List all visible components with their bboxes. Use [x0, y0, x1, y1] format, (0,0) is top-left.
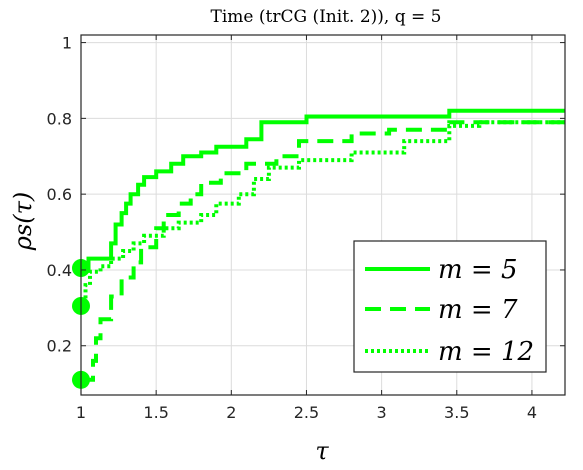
x-tick-label: 2.5 [294, 403, 319, 422]
plot-area-frame [80, 34, 566, 396]
axis-ticks: 1 1.5 2 2.5 3 3.5 4 0.2 0.4 0.6 0.8 1 [47, 34, 565, 422]
chart-title: Time (trCG (Init. 2)), q = 5 [211, 7, 442, 27]
y-tick-label: 1 [62, 34, 72, 53]
series-line-1 [81, 108, 565, 271]
y-tick-label: 0.6 [47, 185, 72, 204]
x-axis-label: τ [315, 437, 329, 465]
grid [80, 35, 565, 395]
legend-label-1: m = 5 [438, 255, 518, 285]
legend: m = 5 m = 7 m = 12 [353, 240, 547, 373]
y-tick-label: 0.4 [47, 261, 72, 280]
y-tick-label: 0.8 [47, 109, 72, 128]
y-axis-label: ρs(τ) [9, 192, 37, 251]
x-tick-label: 3.5 [444, 403, 469, 422]
series-lines [81, 108, 565, 382]
y-tick-label: 0.2 [47, 337, 72, 356]
legend-label-2: m = 7 [438, 295, 518, 325]
legend-label-3: m = 12 [438, 337, 534, 367]
x-tick-label: 1 [76, 403, 86, 422]
x-tick-label: 3 [377, 403, 387, 422]
series-line-3 [81, 120, 565, 308]
series-line-2 [81, 120, 565, 382]
x-tick-label: 4 [527, 403, 537, 422]
x-tick-label: 1.5 [143, 403, 168, 422]
x-tick-label: 2 [226, 403, 236, 422]
